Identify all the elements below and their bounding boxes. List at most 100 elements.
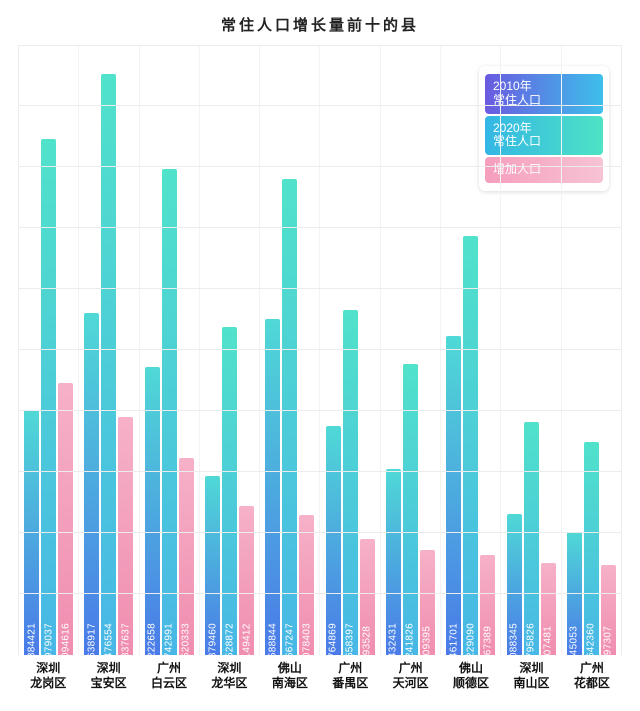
bar-set: 263891744765541837637 (79, 46, 138, 655)
bar-value-label: 2241826 (405, 623, 416, 664)
bar-value-label: 1795826 (526, 623, 537, 664)
x-axis-label: 广州花都区 (562, 661, 622, 691)
gridline (19, 471, 621, 472)
chart-title: 常住人口增长量前十的县 (18, 14, 622, 35)
bar: 2658397 (343, 310, 358, 655)
bar-value-label: 2461701 (448, 623, 459, 664)
bar-value-label: 3667247 (284, 623, 295, 664)
bar-value-label: 893528 (362, 626, 373, 661)
bar-value-label: 707481 (543, 626, 554, 661)
gridline (19, 532, 621, 533)
bar: 1149412 (239, 506, 254, 655)
x-axis-label: 佛山南海区 (260, 661, 320, 691)
x-axis-label: 佛山顺德区 (441, 661, 501, 691)
bar: 1764869 (326, 426, 341, 655)
bar: 1795826 (524, 422, 539, 655)
bar-value-label: 3979037 (43, 623, 54, 664)
bar-value-label: 2658397 (345, 623, 356, 664)
bar: 1078403 (299, 515, 314, 655)
bar-value-label: 1764869 (328, 623, 339, 664)
bar-value-label: 1078403 (301, 623, 312, 664)
bar-value-label: 809395 (422, 626, 433, 661)
bar-value-label: 1837637 (120, 623, 131, 664)
bar: 2241826 (403, 364, 418, 655)
bar: 697307 (601, 565, 616, 656)
bar-set: 24617013229090767389 (441, 46, 500, 655)
bar-value-label: 2222658 (147, 623, 158, 664)
x-axis-labels: 深圳龙岗区深圳宝安区广州白云区深圳龙华区佛山南海区广州番禺区广州天河区佛山顺德区… (18, 661, 622, 691)
bar-value-label: 1642360 (586, 623, 597, 664)
bar-value-label: 3742991 (164, 623, 175, 664)
bar-value-label: 1149412 (241, 623, 252, 663)
x-axis-label: 深圳龙岗区 (18, 661, 78, 691)
x-axis-label: 深圳宝安区 (78, 661, 138, 691)
bar-value-label: 2094616 (60, 623, 71, 664)
gridline (19, 166, 621, 167)
bar-group: 222265837429911520333 (140, 46, 200, 655)
bar-value-label: 1432431 (388, 623, 399, 664)
bar-value-label: 2638917 (86, 623, 97, 664)
bar-group: 9450531642360697307 (562, 46, 621, 655)
bar-group: 24617013229090767389 (441, 46, 501, 655)
bar-group: 263891744765541837637 (79, 46, 139, 655)
x-axis-label: 广州白云区 (139, 661, 199, 691)
bar-value-label: 4476554 (103, 623, 114, 664)
bar-value-label: 1088345 (509, 623, 520, 664)
bar-value-label: 945053 (569, 626, 580, 661)
bar-value-label: 1520333 (181, 623, 192, 664)
x-axis-label: 深圳龙华区 (199, 661, 259, 691)
bar: 767389 (480, 555, 495, 655)
bar-group: 17648692658397893528 (320, 46, 380, 655)
bar: 3979037 (41, 139, 56, 655)
bar-set: 17648692658397893528 (320, 46, 379, 655)
x-axis-label: 深圳南山区 (501, 661, 561, 691)
bar-set: 188442139790372094616 (19, 46, 78, 655)
bar: 3742991 (162, 169, 177, 655)
bar-group: 258884436672471078403 (260, 46, 320, 655)
x-axis-label: 广州天河区 (380, 661, 440, 691)
bar-group: 14324312241826809395 (381, 46, 441, 655)
bar: 1088345 (507, 514, 522, 655)
bar-group: 10883451795826707481 (501, 46, 561, 655)
bar: 1642360 (584, 442, 599, 655)
bar-value-label: 767389 (482, 626, 493, 661)
bar-group: 137946025288721149412 (200, 46, 260, 655)
chart-container: 常住人口增长量前十的县 2010年常住人口2020年常住人口增加人口 18844… (0, 0, 640, 711)
gridline (19, 349, 621, 350)
bar-set: 9450531642360697307 (562, 46, 621, 655)
bar: 2461701 (446, 336, 461, 655)
bar: 4476554 (101, 74, 116, 655)
bar: 1837637 (118, 417, 133, 656)
gridline (19, 227, 621, 228)
bar: 2638917 (84, 313, 99, 655)
bar-groups: 1884421397903720946162638917447655418376… (19, 46, 621, 655)
bar: 1520333 (179, 458, 194, 655)
bar-group: 188442139790372094616 (19, 46, 79, 655)
bar: 1432431 (386, 469, 401, 655)
bar-value-label: 3229090 (465, 623, 476, 664)
bar-set: 258884436672471078403 (260, 46, 319, 655)
bar: 1379460 (205, 476, 220, 655)
bar-set: 137946025288721149412 (200, 46, 259, 655)
bar-value-label: 697307 (603, 626, 614, 661)
bar-value-label: 1379460 (207, 623, 218, 664)
plot-area: 2010年常住人口2020年常住人口增加人口 18844213979037209… (18, 45, 622, 655)
gridline (19, 410, 621, 411)
bar: 809395 (420, 550, 435, 655)
bar: 3667247 (282, 179, 297, 655)
bar-value-label: 2528872 (224, 623, 235, 664)
bar-set: 222265837429911520333 (140, 46, 199, 655)
bar: 2094616 (58, 383, 73, 655)
bar-set: 10883451795826707481 (501, 46, 560, 655)
bar: 2588844 (265, 319, 280, 655)
x-axis-label: 广州番禺区 (320, 661, 380, 691)
bar-set: 14324312241826809395 (381, 46, 440, 655)
bar-value-label: 1884421 (26, 623, 37, 664)
gridline (19, 593, 621, 594)
bar: 707481 (541, 563, 556, 655)
bar-value-label: 2588844 (267, 623, 278, 664)
bar: 2528872 (222, 327, 237, 655)
gridline (19, 105, 621, 106)
bar: 893528 (360, 539, 375, 655)
gridline (19, 288, 621, 289)
